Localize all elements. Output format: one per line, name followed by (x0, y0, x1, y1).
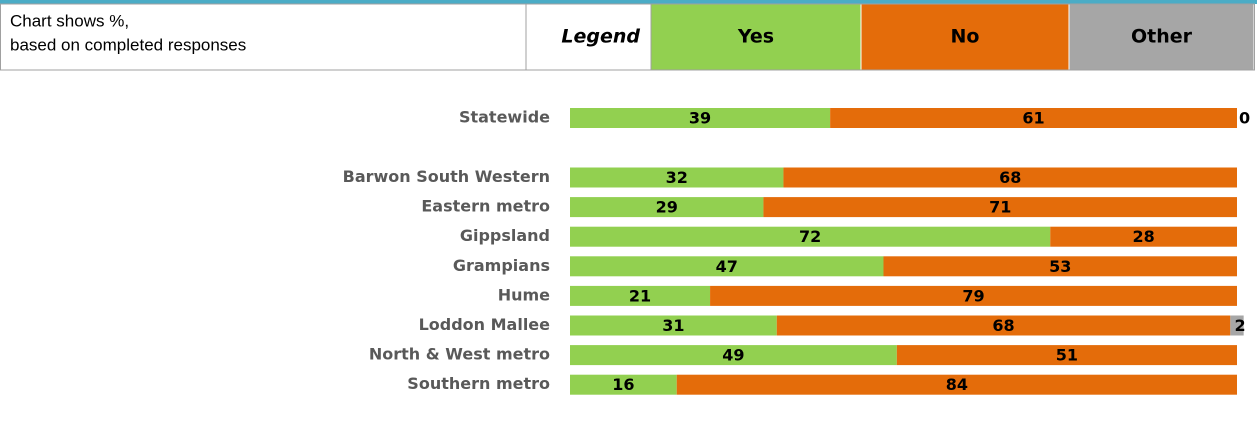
legend-label: Yes (737, 26, 774, 48)
bar-segment (570, 197, 764, 218)
data-label: 68 (999, 168, 1021, 187)
data-label: 16 (612, 375, 634, 394)
bar-segment (570, 167, 784, 188)
bar-segment (710, 285, 1237, 306)
data-label: 72 (799, 227, 821, 246)
category-label: Southern metro (407, 374, 550, 393)
bar-segment (676, 374, 1237, 395)
bar-segment (570, 374, 677, 395)
data-label: 39 (689, 109, 711, 128)
bar-segment (570, 108, 831, 128)
data-label: 71 (989, 198, 1011, 217)
category-label: Statewide (459, 108, 550, 127)
data-label: 28 (1132, 227, 1154, 246)
data-label: 49 (722, 346, 744, 365)
data-label: 47 (716, 257, 738, 276)
data-label: 68 (992, 316, 1014, 335)
data-label: 2 (1235, 316, 1246, 335)
bar-segment (570, 345, 897, 366)
data-label: 0 (1239, 109, 1250, 128)
bar-segment (570, 315, 777, 336)
category-label: North & West metro (369, 345, 550, 364)
top-rule (0, 0, 1257, 4)
legend-label: Other (1131, 26, 1193, 48)
data-label: 21 (629, 286, 651, 305)
bar-segment (570, 285, 711, 306)
data-label: 32 (666, 168, 688, 187)
category-label: Gippsland (460, 226, 550, 245)
bar-segment (1050, 226, 1237, 247)
data-label: 61 (1022, 109, 1044, 128)
category-label: Grampians (453, 256, 550, 275)
bar-segment (776, 315, 1231, 336)
bar-segment (783, 167, 1237, 188)
data-label: 79 (962, 286, 984, 305)
data-label: 51 (1056, 346, 1078, 365)
bar-segment (896, 345, 1237, 366)
category-label: Barwon South Western (343, 167, 550, 186)
category-label: Loddon Mallee (419, 315, 551, 334)
bar-segment (830, 108, 1237, 128)
note-line: based on completed responses (10, 35, 246, 54)
bar-segment (1230, 315, 1244, 336)
bar-segment (570, 226, 1051, 247)
legend-swatch (651, 4, 861, 70)
category-label: Eastern metro (421, 197, 550, 216)
header-frame (0, 3, 1255, 71)
legend-title: Legend (561, 26, 640, 48)
data-label: 84 (946, 375, 968, 394)
bar-segment (763, 197, 1237, 218)
legend-swatch (1069, 4, 1254, 70)
bar-segment (570, 256, 884, 277)
data-label: 29 (656, 198, 678, 217)
note-line: Chart shows %, (10, 11, 129, 30)
data-label: 53 (1049, 257, 1071, 276)
legend-swatch (861, 4, 1069, 70)
legend-label: No (951, 26, 980, 48)
data-label: 31 (662, 316, 684, 335)
category-label: Hume (498, 285, 550, 304)
bar-segment (883, 256, 1237, 277)
